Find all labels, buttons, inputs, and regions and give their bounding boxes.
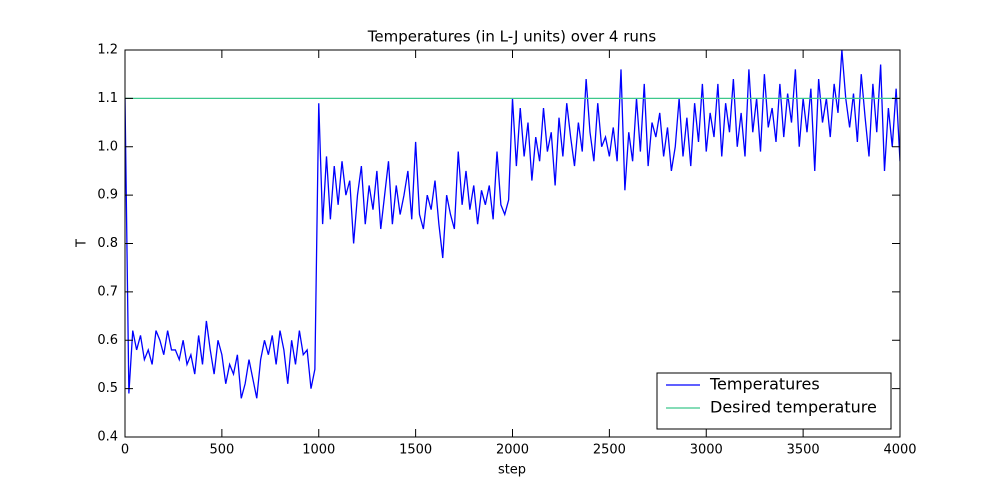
- y-tick-label: 0.6: [97, 333, 118, 348]
- y-tick-label: 1.0: [97, 139, 118, 154]
- legend-box: [656, 372, 892, 430]
- y-tick-label: 0.4: [97, 430, 118, 445]
- legend-label: Temperatures: [709, 375, 820, 394]
- x-tick-label: 1000: [302, 443, 335, 458]
- x-tick-label: 2500: [593, 443, 626, 458]
- y-axis-label: T: [75, 239, 90, 248]
- x-tick-label: 4000: [883, 443, 916, 458]
- y-tick-label: 0.5: [97, 381, 118, 396]
- x-tick-label: 3500: [787, 443, 820, 458]
- x-tick-label: 2000: [496, 443, 529, 458]
- y-tick-label: 0.9: [97, 188, 118, 203]
- x-tick-label: 3000: [690, 443, 723, 458]
- x-tick-label: 1500: [399, 443, 432, 458]
- y-tick-label: 0.7: [97, 284, 118, 299]
- legend-label: Desired temperature: [710, 398, 877, 417]
- y-tick-label: 0.8: [97, 236, 118, 251]
- x-tick-label: 500: [209, 443, 234, 458]
- x-axis-label: step: [498, 463, 526, 478]
- x-tick-label: 0: [121, 443, 129, 458]
- chart-title: Temperatures (in L-J units) over 4 runs: [367, 28, 657, 46]
- y-tick-label: 1.1: [97, 91, 118, 106]
- y-tick-label: 1.2: [97, 43, 118, 58]
- series-group: [125, 50, 900, 399]
